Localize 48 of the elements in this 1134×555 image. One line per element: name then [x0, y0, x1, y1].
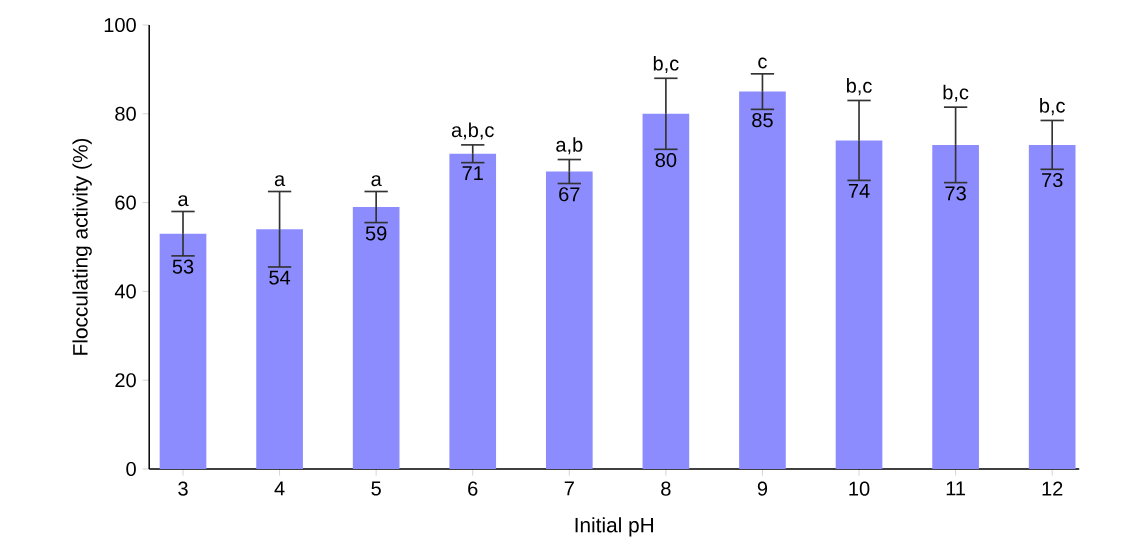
y-tick-label: 40 [114, 284, 136, 299]
bar [256, 229, 303, 469]
x-axis-title: Initial pH [575, 517, 654, 537]
data-label: 53 [172, 259, 194, 274]
x-tick-label: 11 [946, 481, 966, 496]
annotation: a [371, 175, 382, 187]
annotation: b,c [943, 84, 969, 102]
annotation: b,c [846, 78, 872, 96]
x-tick-label: 6 [468, 481, 478, 496]
annotation: c [758, 57, 767, 69]
data-label: 85 [752, 113, 773, 128]
y-tick-label: 0 [126, 461, 136, 477]
annotation: a,b [556, 137, 583, 155]
bar [835, 140, 883, 469]
x-tick-label: 9 [757, 481, 768, 496]
x-tick-label: 8 [661, 481, 671, 496]
bar [159, 233, 207, 469]
annotation: a [178, 195, 189, 207]
y-tick-label: 20 [115, 373, 136, 388]
bar [932, 144, 979, 469]
y-tick-label: 100 [104, 17, 136, 33]
data-label: 59 [365, 226, 387, 241]
data-label: 54 [269, 270, 291, 285]
bar [1028, 144, 1076, 469]
annotation: b,c [653, 55, 679, 73]
x-tick-label: 3 [178, 481, 188, 496]
data-label: 73 [1042, 172, 1063, 188]
y-tick-label: 60 [115, 195, 136, 210]
y-tick-label: 80 [115, 106, 136, 121]
bar [642, 113, 690, 469]
data-label: 71 [462, 166, 483, 181]
x-tick-label: 10 [849, 481, 870, 496]
data-label: 80 [655, 153, 677, 168]
bar [739, 91, 786, 469]
data-label: 74 [848, 184, 870, 198]
annotation: a [274, 175, 286, 187]
y-axis-title: Flocculating activity (%) [72, 138, 92, 355]
annotation: a,b,c [451, 122, 494, 140]
annotation: b,c [1040, 98, 1065, 116]
bar [449, 153, 497, 469]
bar [545, 171, 593, 469]
data-label: 73 [945, 186, 966, 201]
x-tick-label: 7 [564, 481, 574, 496]
bar [352, 207, 400, 469]
x-tick-label: 5 [371, 481, 381, 496]
x-tick-label: 12 [1042, 481, 1063, 496]
x-tick-label: 4 [274, 481, 285, 496]
data-label: 67 [559, 187, 580, 202]
